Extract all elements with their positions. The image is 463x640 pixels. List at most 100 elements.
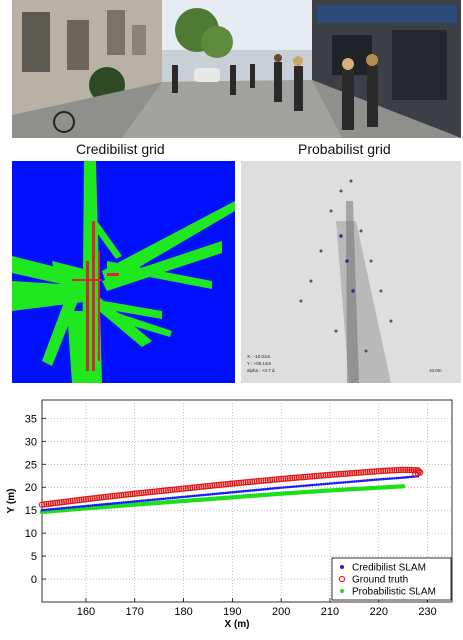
data-point xyxy=(171,486,178,493)
legend-marker xyxy=(340,565,344,569)
data-point xyxy=(73,505,77,509)
data-point xyxy=(56,507,59,511)
data-point xyxy=(41,501,48,508)
data-point xyxy=(326,482,330,486)
data-point xyxy=(198,483,205,490)
data-point xyxy=(122,491,130,498)
data-point xyxy=(299,484,303,488)
data-point xyxy=(215,481,223,489)
x-tick-label: 170 xyxy=(126,606,144,618)
data-point xyxy=(111,492,118,500)
data-point xyxy=(106,502,110,506)
data-point xyxy=(166,497,170,500)
y-axis-label: Y (m) xyxy=(6,489,17,514)
y-tick-label: 15 xyxy=(25,505,37,517)
data-point xyxy=(87,495,94,502)
data-point xyxy=(84,504,88,508)
data-point xyxy=(138,489,145,497)
data-point xyxy=(229,480,236,487)
data-point xyxy=(284,486,287,489)
data-point xyxy=(333,471,340,478)
data-point xyxy=(391,467,398,474)
data-point xyxy=(388,467,396,474)
data-point xyxy=(184,495,188,498)
data-point xyxy=(111,502,114,505)
data-point xyxy=(193,484,201,491)
data-point xyxy=(86,504,90,508)
data-point xyxy=(47,500,54,507)
data-point xyxy=(339,481,343,484)
data-point xyxy=(390,477,394,480)
data-point xyxy=(231,490,234,494)
data-point xyxy=(291,474,298,481)
data-point xyxy=(348,480,352,484)
data-point xyxy=(355,480,358,483)
data-point xyxy=(384,467,391,474)
data-point xyxy=(400,484,406,489)
data-point xyxy=(310,483,314,487)
data-point xyxy=(268,487,272,491)
data-point xyxy=(180,495,183,499)
data-point xyxy=(168,496,172,500)
data-point xyxy=(131,500,134,503)
data-point xyxy=(140,499,143,503)
data-point xyxy=(366,479,369,482)
data-point xyxy=(149,488,156,495)
data-point xyxy=(193,494,196,498)
data-point xyxy=(304,484,307,487)
data-point xyxy=(400,466,407,473)
data-point xyxy=(273,487,276,490)
data-point xyxy=(302,484,305,488)
data-point xyxy=(58,507,61,510)
data-point xyxy=(64,506,68,510)
y-tick-label: 10 xyxy=(25,528,37,540)
data-point xyxy=(131,490,138,497)
inset-line-x: X : -10.01m xyxy=(247,354,271,359)
data-point xyxy=(91,495,98,502)
credibilist-grid-map xyxy=(12,161,235,383)
data-point xyxy=(393,467,400,474)
data-point xyxy=(326,471,334,478)
data-point xyxy=(173,486,181,493)
data-point xyxy=(412,470,419,478)
data-point xyxy=(359,479,363,483)
data-point xyxy=(346,480,350,484)
data-point xyxy=(335,471,343,478)
data-point xyxy=(164,497,168,500)
data-point xyxy=(109,502,112,506)
data-point xyxy=(258,477,265,484)
data-point xyxy=(62,506,66,510)
data-point xyxy=(317,483,321,486)
data-point xyxy=(51,507,55,511)
data-point xyxy=(118,492,125,499)
data-point xyxy=(233,490,236,494)
data-point xyxy=(395,466,402,474)
data-point xyxy=(217,492,221,495)
data-point xyxy=(127,491,134,498)
x-tick-label: 200 xyxy=(272,606,290,618)
data-point xyxy=(175,485,183,493)
data-point xyxy=(155,487,163,495)
data-point xyxy=(337,481,341,485)
data-point xyxy=(297,484,301,488)
street-scene-photo xyxy=(12,0,461,138)
data-point xyxy=(251,478,258,485)
x-tick-label: 230 xyxy=(418,606,436,618)
data-point xyxy=(371,468,378,475)
data-point xyxy=(115,501,119,505)
data-point xyxy=(98,494,105,501)
data-point xyxy=(293,485,296,488)
x-tick-label: 180 xyxy=(174,606,192,618)
data-point xyxy=(388,477,392,480)
data-point xyxy=(373,468,380,475)
data-point xyxy=(171,496,174,500)
x-tick-label: 210 xyxy=(321,606,339,618)
data-point xyxy=(262,488,265,491)
data-point xyxy=(207,482,214,489)
data-point xyxy=(309,473,316,480)
legend-marker xyxy=(338,575,346,583)
legend-label: Credibilist SLAM xyxy=(352,563,426,574)
data-point xyxy=(278,475,285,483)
data-point xyxy=(269,476,276,483)
data-point xyxy=(178,485,185,492)
